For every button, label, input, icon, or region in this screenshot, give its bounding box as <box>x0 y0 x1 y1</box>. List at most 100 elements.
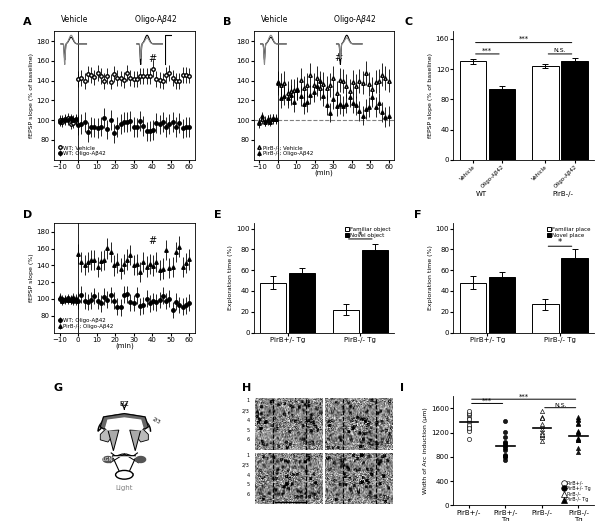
Bar <box>532 66 559 160</box>
Point <box>537 406 547 415</box>
Polygon shape <box>98 415 151 431</box>
Point <box>464 414 473 423</box>
Point <box>574 420 583 428</box>
Point <box>574 427 583 435</box>
Point <box>464 407 473 416</box>
Text: PirB-/-: PirB-/- <box>553 191 574 197</box>
Text: Oligo-A$\beta$42: Oligo-A$\beta$42 <box>134 13 177 26</box>
Point <box>500 433 510 441</box>
Text: ***: *** <box>518 393 529 399</box>
Text: LGN: LGN <box>103 457 113 462</box>
Text: I: I <box>400 383 404 393</box>
Point <box>574 413 583 421</box>
X-axis label: (min): (min) <box>314 170 334 177</box>
Text: *: * <box>358 231 362 240</box>
Text: #: # <box>148 54 156 64</box>
Point <box>574 429 583 437</box>
Point <box>464 409 473 417</box>
Ellipse shape <box>103 456 113 463</box>
Point <box>574 448 583 456</box>
Point <box>464 410 473 418</box>
Point <box>464 424 473 432</box>
Point <box>537 431 547 439</box>
Text: Oligo-A$\beta$42: Oligo-A$\beta$42 <box>333 13 377 26</box>
Point <box>537 420 547 429</box>
Text: A: A <box>23 17 32 27</box>
Point <box>500 438 510 446</box>
Point <box>500 441 510 449</box>
Text: G: G <box>53 383 62 393</box>
Point <box>537 431 547 440</box>
Text: Vehicle: Vehicle <box>261 15 289 24</box>
Text: Eye: Eye <box>125 473 135 477</box>
Point <box>500 451 510 459</box>
Point <box>537 429 547 438</box>
Point <box>537 437 547 445</box>
Point <box>464 424 473 432</box>
Polygon shape <box>137 429 148 442</box>
Text: D: D <box>23 210 32 220</box>
Bar <box>489 277 515 332</box>
Point <box>464 421 473 429</box>
Point <box>574 444 583 453</box>
Point <box>537 414 547 423</box>
Y-axis label: Exploration time (%): Exploration time (%) <box>428 245 433 311</box>
Polygon shape <box>100 429 111 442</box>
Point <box>537 414 547 422</box>
Point <box>574 415 583 423</box>
Point <box>500 417 510 425</box>
Point <box>574 416 583 425</box>
Point <box>464 435 473 443</box>
Point <box>500 453 510 461</box>
Text: BZ: BZ <box>119 401 129 407</box>
Point <box>537 421 547 430</box>
Text: N.S.: N.S. <box>554 48 566 54</box>
Text: *: * <box>558 238 562 247</box>
Text: #: # <box>148 236 156 246</box>
Point <box>464 427 473 435</box>
Point <box>500 442 510 450</box>
Point <box>500 439 510 447</box>
Text: H: H <box>242 383 251 393</box>
Polygon shape <box>100 414 148 429</box>
Bar <box>562 258 587 332</box>
Legend: Familiar object, Novel object: Familiar object, Novel object <box>344 226 392 238</box>
Polygon shape <box>108 430 119 451</box>
Point <box>574 428 583 436</box>
Bar <box>489 90 515 160</box>
Bar <box>289 274 315 332</box>
Text: Vehicle: Vehicle <box>61 15 89 24</box>
Point <box>574 435 583 443</box>
Y-axis label: Width of Arc induction (μm): Width of Arc induction (μm) <box>424 407 428 494</box>
Bar <box>460 61 486 160</box>
Text: F: F <box>414 210 422 220</box>
Point <box>464 411 473 419</box>
Text: Light: Light <box>116 485 133 491</box>
Text: B: B <box>223 17 231 27</box>
Point <box>500 452 510 460</box>
Bar <box>562 61 587 160</box>
Point <box>464 418 473 426</box>
Point <box>574 433 583 442</box>
Y-axis label: fEPSP slope (% of baseline): fEPSP slope (% of baseline) <box>29 53 34 138</box>
Point <box>464 425 473 433</box>
Bar <box>460 282 486 332</box>
Y-axis label: Exploration time (%): Exploration time (%) <box>228 245 233 311</box>
Point <box>500 446 510 454</box>
Legend: WT; Oligo-Aβ42, PirB-/-; Oligo-Aβ42: WT; Oligo-Aβ42, PirB-/-; Oligo-Aβ42 <box>57 318 115 330</box>
Point <box>500 444 510 452</box>
Point <box>574 418 583 427</box>
Polygon shape <box>106 418 143 430</box>
Bar <box>532 304 559 332</box>
Point <box>537 432 547 441</box>
Legend: Familiar place, Novel place: Familiar place, Novel place <box>546 226 591 238</box>
Point <box>574 436 583 444</box>
Point <box>537 413 547 421</box>
Bar <box>260 282 286 332</box>
Ellipse shape <box>136 456 146 463</box>
Legend: PirB-/-; Vehicle, PirB-/-; Oligo-Aβ42: PirB-/-; Vehicle, PirB-/-; Oligo-Aβ42 <box>256 145 314 157</box>
Point <box>537 414 547 423</box>
Point <box>500 452 510 460</box>
Text: N.S.: N.S. <box>554 403 566 408</box>
Point <box>574 436 583 444</box>
